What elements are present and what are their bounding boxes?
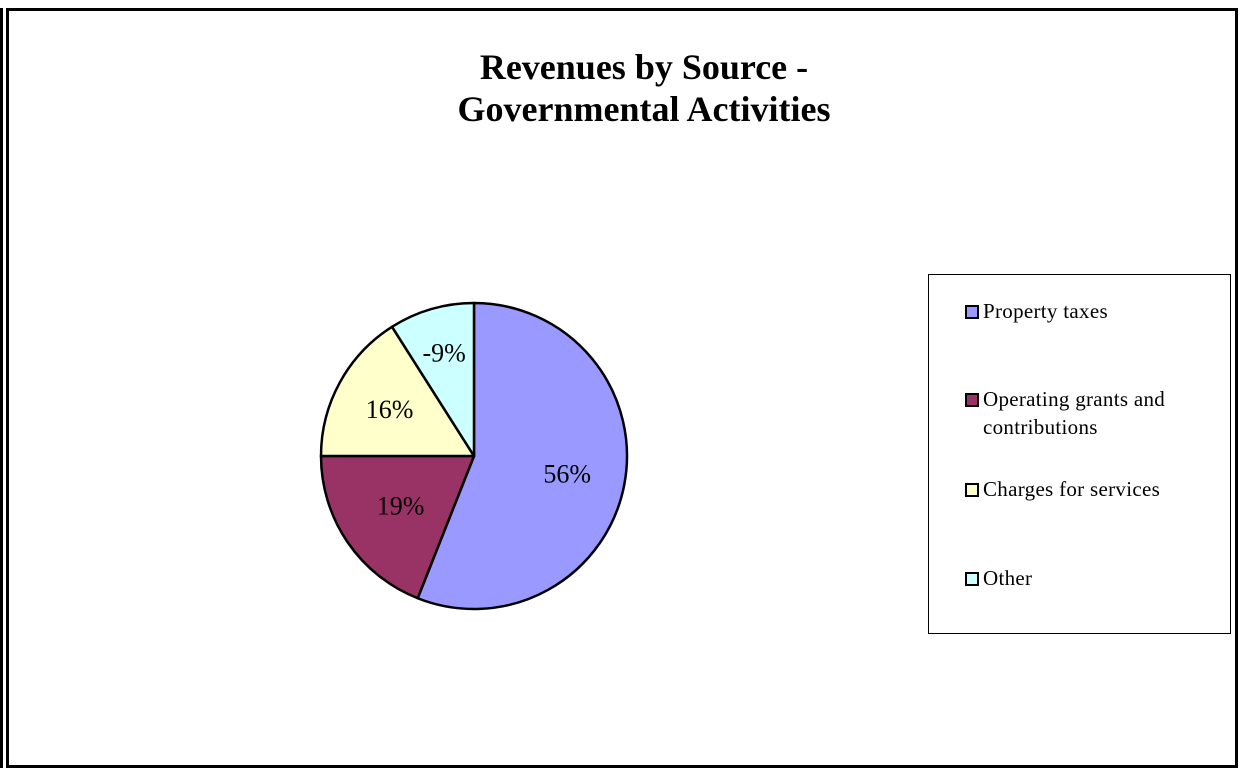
pie-slice-charges-for-services xyxy=(319,325,476,458)
legend-item-property-taxes: Property taxes xyxy=(965,297,1213,325)
legend-label-charges-for-services: Charges for services xyxy=(983,477,1161,501)
chart-title: Revenues by Source - Governmental Activi… xyxy=(0,46,1244,130)
pie-label-operating-grants-and-contributions: 19% xyxy=(377,491,425,520)
legend-item-other: Other xyxy=(965,564,1213,592)
pie-slice-other xyxy=(390,301,476,458)
legend-swatch-property-taxes xyxy=(965,305,979,319)
pie-slice-property-taxes xyxy=(416,301,629,611)
pie-label-other: -9% xyxy=(422,339,465,368)
pie-chart: 56% 19% 16% -9% xyxy=(319,301,629,611)
legend: Property taxes Operating grants and cont… xyxy=(928,274,1231,634)
legend-swatch-operating-grants xyxy=(965,393,979,407)
pie-label-charges-for-services: 16% xyxy=(366,395,414,424)
legend-swatch-other xyxy=(965,572,979,586)
pie-label-property-taxes: 56% xyxy=(543,459,591,488)
pie-slice-operating-grants-and-contributions xyxy=(319,454,476,600)
legend-item-charges-for-services: Charges for services xyxy=(965,475,1213,503)
legend-item-operating-grants: Operating grants and contributions xyxy=(965,385,1213,441)
legend-label-other: Other xyxy=(983,566,1033,590)
legend-label-property-taxes: Property taxes xyxy=(983,299,1108,323)
legend-label-operating-grants: Operating grants and contributions xyxy=(983,387,1166,439)
legend-swatch-charges-for-services xyxy=(965,483,979,497)
chart-title-line-1: Revenues by Source - xyxy=(479,47,809,87)
chart-title-line-2: Governmental Activities xyxy=(457,89,831,129)
